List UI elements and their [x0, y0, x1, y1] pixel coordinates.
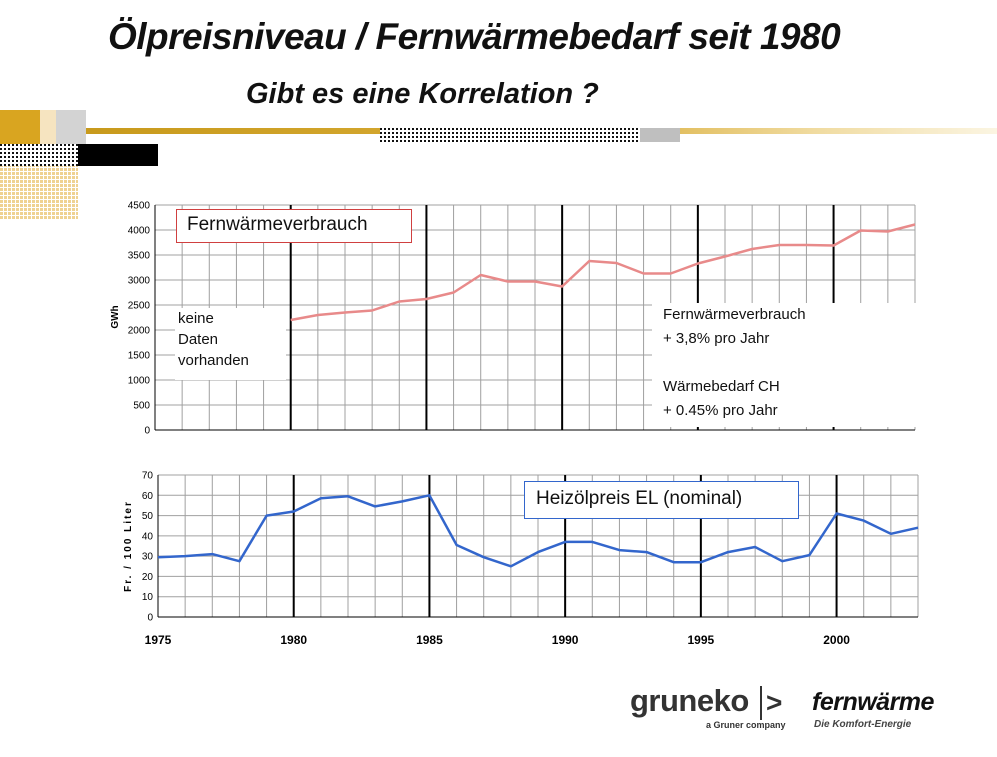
y-tick-label: 0: [144, 426, 150, 437]
y-tick-label: 3500: [128, 251, 151, 262]
y-tick-label: 3000: [128, 276, 151, 287]
y-tick-label: 10: [142, 592, 154, 603]
y-tick-label: 1000: [128, 376, 151, 387]
y-tick-label: 60: [142, 491, 154, 502]
x-tick-label: 1980: [280, 633, 307, 647]
gruneko-logo: gruneko: [630, 683, 749, 718]
annotation-line: Daten: [178, 331, 219, 348]
legend-fernwaermeverbrauch: Fernwärmeverbrauch: [176, 209, 412, 243]
y-tick-label: 50: [142, 511, 154, 522]
y-tick-label: 30: [142, 552, 154, 563]
y-tick-label: 500: [133, 401, 150, 412]
y-tick-label: 40: [142, 531, 154, 542]
annotation-line: Wärmebedarf CH: [663, 378, 780, 395]
y-axis-label: GWh: [110, 305, 121, 328]
page-subtitle: Gibt es eine Korrelation ?: [246, 78, 599, 110]
annotation-line: + 0.45% pro Jahr: [663, 402, 778, 419]
x-tick-label: 2000: [823, 633, 850, 647]
gruneko-tagline: a Gruner company: [706, 720, 786, 730]
page-title: Ölpreisniveau / Fernwärmebedarf seit 198…: [108, 16, 841, 57]
y-tick-label: 20: [142, 572, 154, 583]
gruneko-logo-arrow: >: [760, 686, 782, 720]
x-tick-label: 1995: [688, 633, 715, 647]
fernwaerme-tagline: Die Komfort-Energie: [814, 719, 912, 730]
annotation-line: + 3,8% pro Jahr: [663, 330, 770, 347]
annotation-growth: Fernwärmeverbrauch + 3,8% pro Jahr Wärme…: [652, 303, 923, 427]
x-tick-label: 1990: [552, 633, 579, 647]
x-tick-label: 1985: [416, 633, 443, 647]
annotation-line: vorhanden: [178, 352, 249, 369]
y-tick-label: 4000: [128, 226, 151, 237]
legend-heizoelpreis: Heizölpreis EL (nominal): [524, 481, 799, 519]
y-tick-label: 1500: [128, 351, 151, 362]
header-decoration: [0, 110, 997, 220]
series-line: [157, 494, 919, 568]
series-line: [290, 223, 916, 322]
y-tick-label: 70: [142, 471, 154, 482]
legend-label: Heizölpreis EL (nominal): [536, 488, 743, 509]
y-tick-label: 4500: [128, 201, 151, 212]
annotation-line: Fernwärmeverbrauch: [663, 306, 806, 323]
fernwaerme-logo: fernwärme: [812, 688, 934, 716]
x-tick-label: 1975: [145, 633, 172, 647]
y-tick-label: 2500: [128, 301, 151, 312]
annotation-line: keine: [178, 310, 214, 327]
y-tick-label: 0: [147, 613, 153, 624]
annotation-no-data: keine Daten vorhanden: [175, 308, 286, 380]
annotation-line: [663, 351, 923, 375]
y-axis-label: Fr. / 100 Liter: [123, 500, 134, 592]
y-tick-label: 2000: [128, 326, 151, 337]
legend-label: Fernwärmeverbrauch: [187, 214, 368, 235]
